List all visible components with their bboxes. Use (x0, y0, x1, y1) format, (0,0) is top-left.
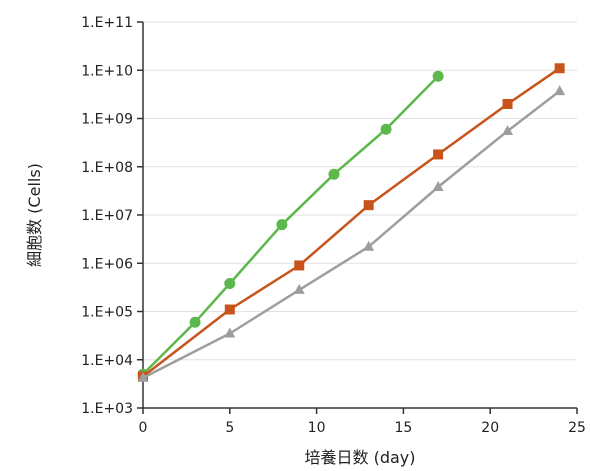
data-series (137, 63, 566, 382)
x-tick-label-0: 0 (139, 420, 148, 436)
series-2-point-7 (554, 63, 565, 74)
y-tick-label-4: 1.E+04 (81, 353, 133, 369)
y-tick-label-3: 1.E+03 (81, 401, 133, 417)
series-3-point-6 (502, 125, 514, 136)
x-tick-labels: 0 5 10 15 20 25 (139, 408, 586, 436)
x-tick-label-15: 15 (394, 420, 412, 436)
series-2-line (142, 67, 561, 378)
series-3-point-2 (224, 327, 236, 338)
x-tick-label-10: 10 (308, 420, 326, 436)
y-tick-label-8: 1.E+08 (81, 160, 133, 176)
series-1-point-5 (328, 168, 340, 180)
y-tick-label-9: 1.E+09 (81, 112, 133, 128)
series-3-point-5 (432, 181, 444, 192)
series-3-point-4 (363, 240, 375, 251)
series-1-point-2 (189, 316, 201, 328)
series-1-point-7 (432, 70, 444, 82)
series-3-triangle (137, 85, 566, 382)
series-3-point-7 (554, 85, 566, 96)
series-3-line (142, 90, 561, 380)
series-2-point-5 (433, 149, 444, 160)
series-1-circle (137, 70, 444, 380)
series-3-point-3 (293, 283, 305, 294)
series-2-point-2 (224, 304, 235, 315)
x-tick-label-5: 5 (225, 420, 234, 436)
series-2-point-6 (502, 98, 513, 109)
series-1-point-4 (276, 219, 288, 231)
y-tick-label-6: 1.E+06 (81, 256, 133, 272)
series-2-point-4 (363, 200, 374, 211)
x-axis-title: 培養日数 (day) (304, 448, 415, 467)
y-tick-label-10: 1.E+10 (81, 63, 133, 79)
series-3-point-1 (137, 371, 149, 382)
series-2-point-3 (294, 260, 305, 271)
y-tick-labels: 1.E+03 1.E+04 1.E+05 1.E+06 1.E+07 1.E+08 1.E+… (81, 15, 143, 417)
y-tick-label-5: 1.E+05 (81, 305, 133, 321)
series-1-point-6 (380, 123, 392, 135)
gridlines (143, 21, 577, 361)
series-1-point-3 (224, 278, 236, 290)
y-tick-label-11: 1.E+11 (81, 15, 133, 31)
x-tick-label-20: 20 (481, 420, 499, 436)
y-tick-label-7: 1.E+07 (81, 208, 133, 224)
x-tick-label-25: 25 (568, 420, 586, 436)
y-axis-title: 細胞数 (Cells) (25, 163, 44, 267)
series-2-square (138, 63, 565, 382)
